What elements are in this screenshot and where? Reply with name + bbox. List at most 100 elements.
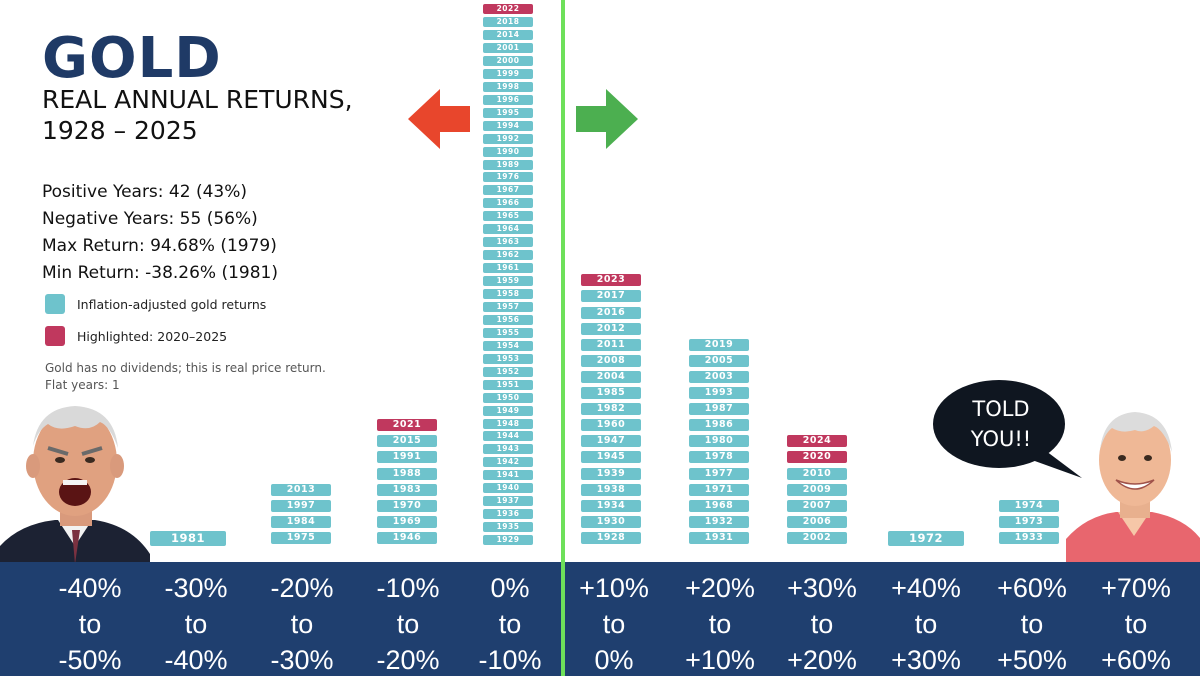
year-block: 1944 bbox=[483, 431, 533, 442]
bin-label-line: +20% bbox=[685, 573, 755, 603]
bin-label-line: -40% bbox=[58, 573, 122, 603]
year-block: 2010 bbox=[787, 467, 847, 480]
bin-label-line: to bbox=[1020, 609, 1044, 639]
year-block: 1989 bbox=[483, 159, 533, 170]
year-block: 1947 bbox=[581, 435, 641, 448]
year-block: 1955 bbox=[483, 327, 533, 338]
year-block: 1951 bbox=[483, 379, 533, 390]
year-block: 1940 bbox=[483, 483, 533, 494]
chart-title: GOLD bbox=[42, 26, 222, 91]
speech-line-2: YOU!! bbox=[970, 427, 1032, 451]
bin-label-line: -20% bbox=[376, 645, 440, 675]
speech-bubble bbox=[933, 380, 1082, 478]
year-block: 2002 bbox=[787, 531, 847, 544]
year-block: 1935 bbox=[483, 522, 533, 533]
year-block: 2017 bbox=[581, 290, 641, 303]
year-block: 1943 bbox=[483, 444, 533, 455]
year-block: 1986 bbox=[689, 419, 749, 432]
bin-label-line: -10% bbox=[478, 645, 542, 675]
stat-min-return: Min Return: -38.26% (1981) bbox=[42, 263, 278, 283]
bin-label-line: +60% bbox=[997, 573, 1067, 603]
stat-positive-years: Positive Years: 42 (43%) bbox=[42, 182, 248, 202]
bin-label-line: to bbox=[708, 609, 732, 639]
year-block: 2013 bbox=[271, 483, 331, 496]
year-block: 2014 bbox=[483, 30, 533, 40]
year-block: 1973 bbox=[999, 515, 1059, 528]
year-block: 2021 bbox=[377, 419, 437, 432]
year-block: 2015 bbox=[377, 435, 437, 448]
bin-label: 0% to -10% bbox=[458, 570, 562, 676]
smiling-man-photo bbox=[1066, 412, 1200, 562]
year-block: 1965 bbox=[483, 211, 533, 222]
year-block: 1992 bbox=[483, 133, 533, 144]
bin-label: +40% to +30% bbox=[874, 570, 978, 676]
chart-subtitle: REAL ANNUAL RETURNS, 1928 – 2025 bbox=[42, 85, 353, 145]
year-block: 1980 bbox=[689, 435, 749, 448]
year-block: 1993 bbox=[689, 387, 749, 399]
angry-man-photo bbox=[0, 406, 150, 564]
year-block: 1928 bbox=[581, 531, 641, 544]
bin-label: -10% to -20% bbox=[356, 570, 460, 676]
note-block: Gold has no dividends; this is real pric… bbox=[45, 360, 326, 394]
year-block: 1938 bbox=[581, 483, 641, 496]
year-block: 1936 bbox=[483, 509, 533, 520]
year-block: 1975 bbox=[271, 531, 331, 544]
year-block: 1966 bbox=[483, 198, 533, 209]
bin-label-line: -30% bbox=[270, 645, 334, 675]
year-block: 2006 bbox=[787, 515, 847, 528]
bin-label: +60% to +50% bbox=[980, 570, 1084, 676]
year-block: 1964 bbox=[483, 224, 533, 235]
year-block: 1934 bbox=[581, 499, 641, 512]
year-block: 1932 bbox=[689, 515, 749, 528]
bin-label: -30% to -40% bbox=[144, 570, 248, 676]
year-block: 2019 bbox=[689, 338, 749, 351]
bin-label: +30% to +20% bbox=[770, 570, 874, 676]
year-block: 2024 bbox=[787, 435, 847, 448]
year-block: 1963 bbox=[483, 237, 533, 248]
bin-label-line: to bbox=[810, 609, 834, 639]
bin-label-line: to bbox=[290, 609, 314, 639]
year-block: 1933 bbox=[999, 531, 1059, 544]
bin-label-line: +20% bbox=[787, 645, 857, 675]
speech-bubble-text: TOLD YOU!! bbox=[936, 394, 1066, 454]
year-block: 1995 bbox=[483, 107, 533, 118]
bin-label-line: to bbox=[498, 609, 522, 639]
legend-label-highlight: Highlighted: 2020–2025 bbox=[77, 328, 228, 344]
year-block: 2012 bbox=[581, 322, 641, 335]
year-block: 1937 bbox=[483, 496, 533, 507]
year-block: 1977 bbox=[689, 467, 749, 480]
speech-line-1: TOLD bbox=[972, 397, 1030, 421]
year-block: 1961 bbox=[483, 263, 533, 274]
bin-label-band bbox=[0, 562, 1200, 676]
year-block: 2007 bbox=[787, 499, 847, 512]
year-block: 1953 bbox=[483, 353, 533, 364]
bin-label-line: +40% bbox=[891, 573, 961, 603]
legend-item-base: Inflation-adjusted gold returns bbox=[45, 294, 266, 314]
year-block: 2003 bbox=[689, 370, 749, 383]
year-block: 1978 bbox=[689, 451, 749, 464]
year-block: 1998 bbox=[483, 81, 533, 92]
legend-item-highlight: Highlighted: 2020–2025 bbox=[45, 326, 227, 346]
bin-label-line: to bbox=[1124, 609, 1148, 639]
year-block: 1990 bbox=[483, 146, 533, 157]
year-block: 1950 bbox=[483, 392, 533, 403]
bin-label-line: +30% bbox=[787, 573, 857, 603]
bin-label-line: to bbox=[396, 609, 420, 639]
year-block: 1985 bbox=[581, 387, 641, 399]
year-block: 1962 bbox=[483, 250, 533, 261]
stat-negative-years: Negative Years: 55 (56%) bbox=[42, 209, 258, 229]
year-block: 1957 bbox=[483, 301, 533, 312]
year-block: 1981 bbox=[150, 531, 226, 546]
bin-label-line: to bbox=[184, 609, 208, 639]
bin-label: +20% to +10% bbox=[668, 570, 772, 676]
year-block: 2008 bbox=[581, 354, 641, 367]
bin-label: -20% to -30% bbox=[250, 570, 354, 676]
bin-label-line: -20% bbox=[270, 573, 334, 603]
year-block: 1982 bbox=[581, 403, 641, 416]
year-block: 2023 bbox=[581, 274, 641, 287]
year-block: 2001 bbox=[483, 42, 533, 53]
year-block: 1988 bbox=[377, 467, 437, 480]
year-block: 1956 bbox=[483, 314, 533, 325]
year-block: 2009 bbox=[787, 483, 847, 496]
